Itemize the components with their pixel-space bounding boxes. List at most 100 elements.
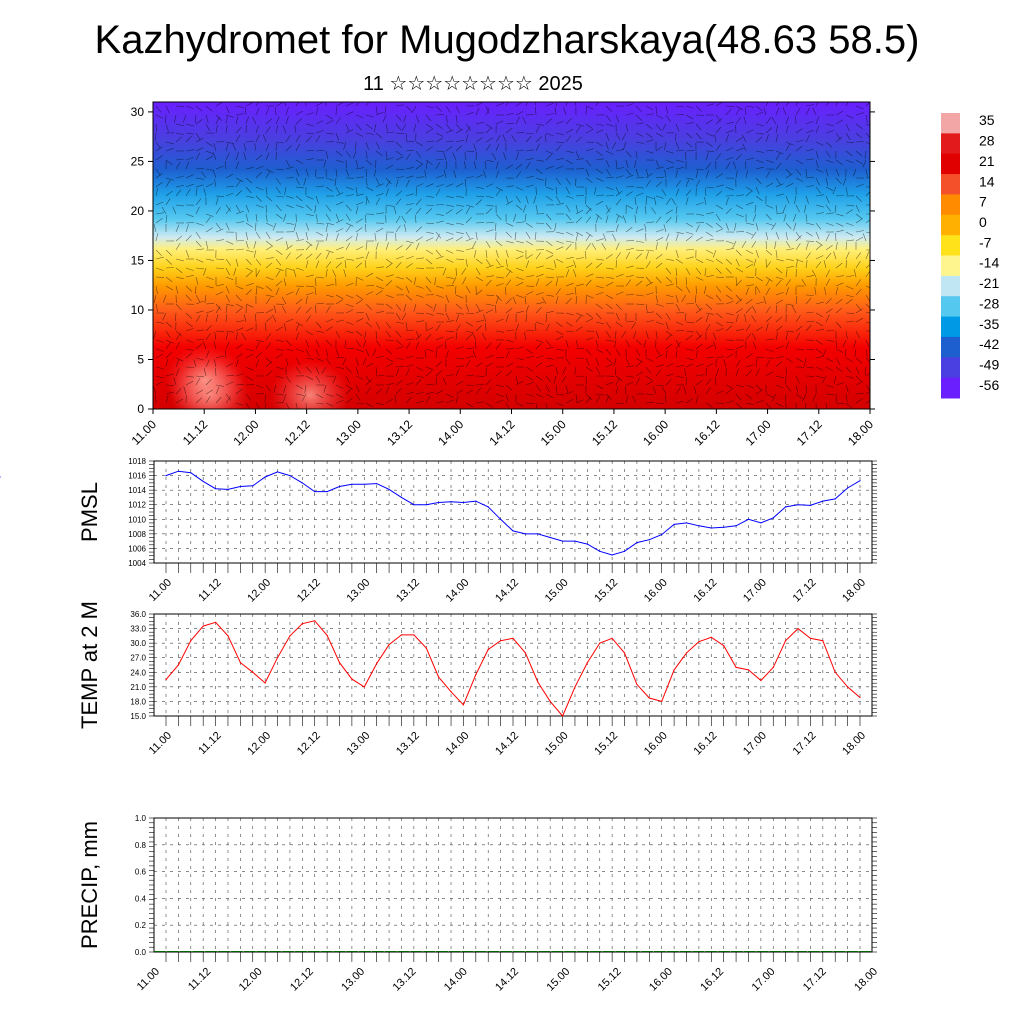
wind-barb bbox=[795, 168, 802, 176]
wind-barb bbox=[695, 374, 704, 377]
wind-barb bbox=[425, 204, 435, 206]
wind-barb bbox=[812, 393, 817, 402]
wind-barb bbox=[255, 102, 259, 107]
wind-barb bbox=[265, 262, 273, 269]
wind-barb bbox=[495, 399, 504, 404]
wind-barb bbox=[625, 150, 632, 158]
wind-barb bbox=[605, 141, 609, 150]
pmsl-point bbox=[413, 504, 415, 506]
wind-barb bbox=[395, 365, 405, 368]
pmsl-xtick-label: 13.12 bbox=[394, 577, 422, 605]
wind-barb bbox=[315, 339, 320, 348]
heatmap-xtick-label: 16.12 bbox=[691, 417, 722, 448]
wind-barb bbox=[515, 311, 524, 314]
wind-barb bbox=[795, 139, 804, 143]
wind-barb bbox=[255, 258, 262, 266]
wind-barb bbox=[265, 402, 267, 409]
wind-barb bbox=[611, 141, 617, 150]
wind-barb bbox=[825, 393, 835, 396]
wind-barb bbox=[635, 348, 641, 357]
wind-barb bbox=[625, 123, 629, 132]
wind-barb bbox=[515, 294, 524, 298]
wind-barb bbox=[555, 321, 563, 327]
pmsl-ytick-label: 1012 bbox=[128, 501, 146, 510]
wind-barb bbox=[525, 254, 533, 260]
wind-barb bbox=[695, 285, 697, 295]
wind-barb bbox=[705, 303, 713, 310]
wind-barb bbox=[505, 231, 512, 238]
wind-barb bbox=[314, 287, 317, 296]
wind-barb bbox=[595, 129, 604, 134]
wind-barb bbox=[505, 123, 515, 125]
wind-barb bbox=[485, 249, 488, 258]
wind-barb bbox=[505, 279, 512, 287]
wind-barb bbox=[615, 386, 619, 395]
wind-barb bbox=[595, 158, 604, 161]
wind-barb bbox=[725, 197, 729, 206]
wind-barb bbox=[445, 140, 454, 143]
wind-barb bbox=[645, 195, 654, 199]
wind-barb bbox=[855, 357, 863, 364]
wind-barb bbox=[695, 395, 699, 404]
wind-barb bbox=[485, 402, 493, 408]
heatmap-ytick-label: 15 bbox=[131, 253, 145, 267]
wind-barb bbox=[355, 357, 359, 366]
wind-barb bbox=[705, 119, 713, 125]
wind-barb bbox=[485, 275, 494, 278]
wind-barb bbox=[855, 204, 860, 213]
wind-barb bbox=[355, 167, 364, 170]
wind-barb bbox=[655, 254, 663, 260]
wind-barb bbox=[735, 194, 744, 197]
wind-barb bbox=[435, 255, 444, 260]
wind-barb bbox=[865, 372, 870, 377]
wind-barb bbox=[405, 149, 415, 152]
wind-barb bbox=[553, 375, 557, 384]
pmsl-xtick-label: 17.00 bbox=[741, 577, 769, 605]
wind-barb bbox=[525, 382, 534, 386]
wind-barb bbox=[705, 222, 713, 228]
wind-barb bbox=[745, 284, 754, 287]
wind-barb bbox=[585, 262, 593, 269]
pmsl-point bbox=[574, 540, 576, 542]
wind-barb bbox=[285, 318, 294, 323]
wind-barb bbox=[415, 183, 424, 188]
wind-barb bbox=[153, 224, 157, 233]
wind-barb bbox=[205, 114, 209, 123]
wind-barb bbox=[865, 219, 870, 224]
colorbar-swatch bbox=[941, 316, 960, 338]
precip-xtick-label: 17.12 bbox=[801, 966, 829, 994]
temp-ytick-label: 33.0 bbox=[130, 625, 146, 634]
wind-barb bbox=[295, 168, 300, 177]
wind-barb bbox=[235, 116, 239, 125]
wind-barb bbox=[405, 342, 411, 350]
wind-barb bbox=[735, 267, 744, 273]
wind-barb bbox=[695, 132, 702, 140]
wind-barb bbox=[623, 141, 627, 150]
pmsl-point bbox=[338, 485, 341, 488]
wind-barb bbox=[853, 168, 857, 177]
wind-barb bbox=[855, 132, 863, 139]
wind-barb bbox=[225, 285, 230, 294]
wind-barb bbox=[685, 321, 695, 324]
wind-barb bbox=[535, 375, 543, 381]
wind-barb bbox=[475, 137, 483, 143]
wind-barb bbox=[655, 294, 658, 303]
wind-barb bbox=[765, 348, 774, 352]
wind-barb bbox=[455, 258, 465, 260]
wind-barb bbox=[495, 170, 500, 179]
wind-barb bbox=[555, 296, 559, 305]
wind-barb bbox=[415, 187, 417, 197]
wind-barb bbox=[375, 192, 384, 197]
temp-point bbox=[202, 625, 204, 627]
wind-barb bbox=[415, 114, 420, 123]
wind-barb bbox=[745, 186, 753, 192]
wind-barb bbox=[195, 188, 198, 197]
wind-barb bbox=[525, 162, 531, 170]
wind-barb bbox=[535, 393, 544, 398]
wind-barb bbox=[315, 302, 324, 305]
wind-barb bbox=[225, 207, 231, 215]
wind-barb bbox=[555, 195, 561, 204]
wind-barb bbox=[285, 107, 289, 116]
